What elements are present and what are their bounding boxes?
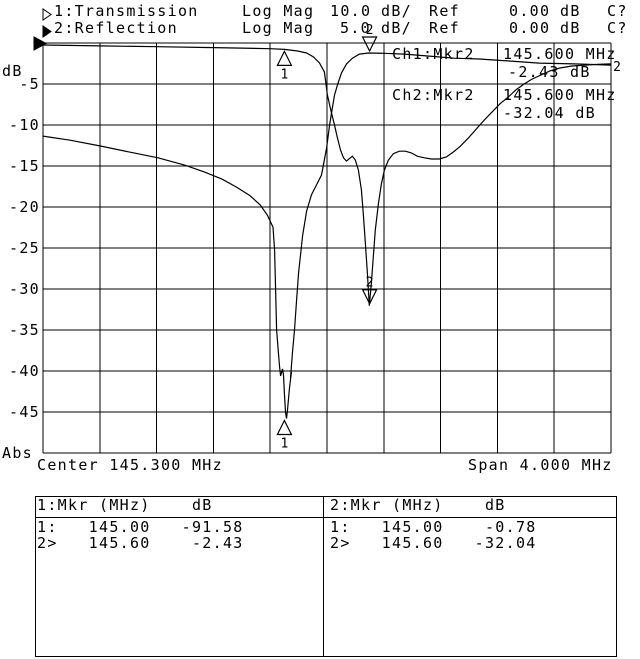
marker-table1-row: 1: 145.00 -91.58 [37, 518, 244, 536]
channel2-label: 2:Reflection [54, 19, 178, 37]
ch1-marker-annotation-title: Ch1:Mkr2 [392, 45, 475, 63]
channel2-scale: 5.0 [340, 19, 371, 37]
marker-number-label: 2 [366, 276, 374, 291]
channel1-label: 1:Transmission [54, 2, 199, 20]
trace-transmission [42, 52, 612, 419]
y-tick-label: -40 [9, 362, 40, 380]
marker-table-header-divider [35, 517, 616, 518]
channel1-cal-status: C? [607, 2, 628, 20]
ch2-marker-annotation-freq: 145.600 MHz [503, 86, 617, 104]
channel2-active-indicator-icon [42, 23, 52, 38]
channel1-ref-value: 0.00 [509, 2, 551, 20]
y-axis-unit-label: dB [2, 62, 23, 80]
channel2-cal-status: C? [607, 19, 628, 37]
marker-table2-header: 2:Mkr (MHz) dB [330, 496, 506, 514]
channel1-scale: 10.0 [330, 2, 372, 20]
marker-table-panel-divider [323, 496, 324, 656]
y-tick-label: -35 [9, 321, 40, 339]
marker-number-label: 1 [280, 67, 288, 82]
y-tick-label: -45 [9, 403, 40, 421]
y-tick-label: -20 [9, 198, 40, 216]
channel1-format: Log Mag [242, 2, 315, 20]
channel1-ref-label: Ref [429, 2, 460, 20]
marker-table1-row: 2> 145.60 -2.43 [37, 534, 244, 552]
marker-table [35, 496, 617, 657]
marker-2-ch2-icon [361, 289, 378, 306]
reference-level-marker-icon [33, 36, 48, 51]
y-axis-format-label: Abs [2, 444, 33, 462]
channel2-format: Log Mag [242, 19, 315, 37]
ch2-marker-annotation-value: -32.04 dB [503, 104, 596, 122]
span-label: Span 4.000 MHz [468, 456, 613, 474]
marker-table1-header: 1:Mkr (MHz) dB [37, 496, 213, 514]
marker-number-label: 1 [280, 436, 288, 451]
trace-end-channel-label: 2 [613, 60, 621, 75]
channel1-scale-unit: dB/ [381, 2, 412, 20]
channel2-ref-unit: dB [560, 19, 581, 37]
marker-number-label: 2 [366, 23, 374, 38]
marker-1-ch1-icon [276, 419, 293, 436]
channel2-scale-unit: dB/ [381, 19, 412, 37]
y-tick-label: -10 [9, 116, 40, 134]
y-tick-label: -25 [9, 239, 40, 257]
trace-reflection [42, 44, 612, 306]
channel2-ref-value: 0.00 [509, 19, 551, 37]
ch1-marker-annotation-value: -2.43 dB [508, 63, 591, 81]
ch1-marker-annotation-freq: 145.600 MHz [503, 45, 617, 63]
y-tick-label: -30 [9, 280, 40, 298]
ch2-marker-annotation-title: Ch2:Mkr2 [392, 86, 475, 104]
marker-table2-row: 1: 145.00 -0.78 [330, 518, 537, 536]
center-frequency-label: Center 145.300 MHz [37, 456, 223, 474]
y-tick-label: -5 [19, 75, 40, 93]
marker-1-ch2-icon [276, 50, 293, 66]
marker-table2-row: 2> 145.60 -32.04 [330, 534, 537, 552]
marker-2-ch1-icon [361, 36, 378, 53]
channel1-ref-unit: dB [560, 2, 581, 20]
channel1-active-indicator-icon [42, 6, 52, 21]
channel2-ref-label: Ref [429, 19, 460, 37]
y-tick-label: -15 [9, 157, 40, 175]
